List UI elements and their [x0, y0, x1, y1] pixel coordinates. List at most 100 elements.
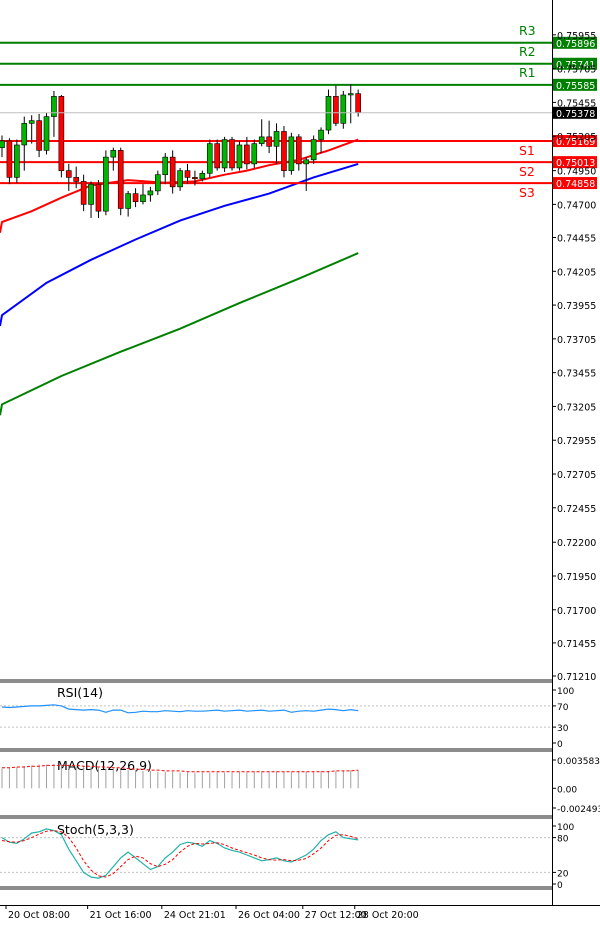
level-price-box	[553, 78, 597, 91]
chart-background	[0, 0, 552, 930]
indicator-tick-label: 0	[557, 881, 563, 891]
pivot-levels: R3 0.75896 R2 0.75741 R1 0.75585 S1 0.75169 S2 0.…	[0, 23, 597, 200]
candle-body	[355, 93, 361, 113]
candle-body	[155, 174, 161, 192]
stoch-label: Stoch(5,3,3)	[57, 822, 134, 837]
candle-body	[88, 183, 94, 205]
time-tick-label: 24 Oct 21:01	[164, 910, 226, 921]
price-tick-label: 0.75455	[557, 98, 596, 109]
candle-body	[14, 144, 20, 178]
panel-separator	[0, 748, 552, 752]
candle-body	[125, 193, 131, 209]
candle-body	[58, 96, 65, 171]
time-tick-label: 20 Oct 08:00	[8, 910, 70, 921]
candle-body	[184, 170, 191, 178]
indicator-tick-label: 0.003583	[557, 757, 600, 767]
macd-label: MACD(12,26,9)	[57, 758, 152, 773]
indicator-tick-label: -0.002493	[557, 805, 600, 815]
panel-separator	[0, 679, 552, 683]
price-tick-label: 0.74700	[557, 200, 596, 211]
moving-average-line	[0, 252, 359, 416]
candle-body	[333, 96, 339, 124]
macd-signal-line	[2, 764, 359, 773]
price-tick-label: 0.74205	[557, 267, 596, 278]
indicator-tick-label: 0	[557, 740, 563, 750]
price-tick-label: 0.75955	[557, 31, 596, 42]
candle-body	[273, 131, 280, 147]
candle-body	[103, 156, 109, 212]
price-tick-label: 0.74950	[557, 167, 596, 178]
level-price-box	[553, 156, 597, 169]
level-price-label: 0.75896	[556, 39, 595, 50]
candle-body	[236, 144, 243, 169]
price-tick-label: 0.73955	[557, 301, 596, 312]
candle-body	[318, 129, 324, 140]
time-tick-label: 28 Oct 20:00	[357, 910, 419, 921]
level-price-label: 0.75169	[556, 137, 595, 148]
current-price-box	[553, 106, 597, 119]
candle-body	[214, 143, 220, 169]
candle-body	[221, 139, 228, 169]
indicator-tick-label: 70	[557, 703, 569, 713]
indicator-tick-label: 20	[557, 869, 569, 879]
candle-body	[110, 150, 117, 158]
candle-body	[132, 193, 139, 203]
price-axis-labels: 0.75955 0.75705 0.75455 0.75205 0.74950 0.747…	[552, 31, 596, 683]
price-tick-label: 0.71950	[557, 572, 596, 583]
candle-body	[51, 96, 57, 117]
candle-body	[0, 140, 5, 148]
level-name-r2: R2	[519, 44, 536, 59]
candle-body	[140, 194, 146, 203]
rsi-label: RSI(14)	[57, 685, 103, 700]
time-tick-label: 21 Oct 16:00	[90, 910, 152, 921]
level-price-box	[553, 36, 597, 49]
current-price-marker: 0.75378	[0, 106, 597, 120]
price-tick-label: 0.75705	[557, 65, 596, 76]
level-price-box	[553, 177, 597, 190]
candle-body	[65, 170, 72, 178]
current-price-label: 0.75378	[556, 109, 595, 120]
level-price-label: 0.75741	[556, 60, 595, 71]
time-axis-labels: 20 Oct 08:00 21 Oct 16:00 24 Oct 21:01 26 O…	[5, 905, 419, 921]
candle-body	[95, 183, 102, 212]
candle-body	[21, 123, 28, 146]
price-tick-label: 0.72455	[557, 504, 596, 515]
candle-body	[80, 181, 87, 205]
candle-body	[340, 94, 347, 124]
candlesticks	[0, 84, 361, 218]
level-price-box	[553, 135, 597, 148]
candle-body	[347, 93, 354, 96]
candle-body	[73, 177, 79, 182]
candle-body	[206, 143, 213, 174]
level-name-r1: R1	[519, 65, 536, 80]
candle-body	[251, 143, 258, 165]
panel-separator	[0, 886, 552, 890]
level-price-label: 0.75585	[556, 81, 595, 92]
candle-body	[199, 173, 206, 180]
level-name-s2: S2	[519, 164, 535, 179]
stoch-k-line	[1, 828, 359, 879]
price-tick-label: 0.71210	[557, 672, 596, 683]
stoch-panel: Stoch(5,3,3) 100 80 20 0	[0, 822, 574, 891]
candle-body	[288, 136, 295, 171]
price-tick-label: 0.72200	[557, 538, 596, 549]
price-tick-label: 0.72705	[557, 470, 596, 481]
candle-body	[192, 177, 198, 180]
indicator-tick-label: 80	[557, 835, 569, 845]
indicator-tick-label: 100	[557, 687, 574, 697]
level-name-s1: S1	[519, 143, 535, 158]
indicator-tick-label: 100	[557, 823, 574, 833]
level-name-r3: R3	[519, 23, 536, 38]
macd-panel: MACD(12,26,9) 0.003583 0.00 -0.002493	[1, 757, 600, 815]
price-tick-label: 0.73205	[557, 402, 596, 413]
price-tick-label: 0.72955	[557, 436, 596, 447]
panel-separator	[0, 815, 552, 819]
moving-average-line	[0, 162, 359, 327]
level-price-label: 0.74858	[556, 179, 595, 190]
candle-body	[244, 144, 250, 165]
level-price-label: 0.75013	[556, 158, 595, 169]
candle-body	[6, 140, 13, 178]
candle-body	[36, 120, 42, 151]
candle-body	[162, 156, 169, 175]
candle-body	[169, 156, 176, 188]
